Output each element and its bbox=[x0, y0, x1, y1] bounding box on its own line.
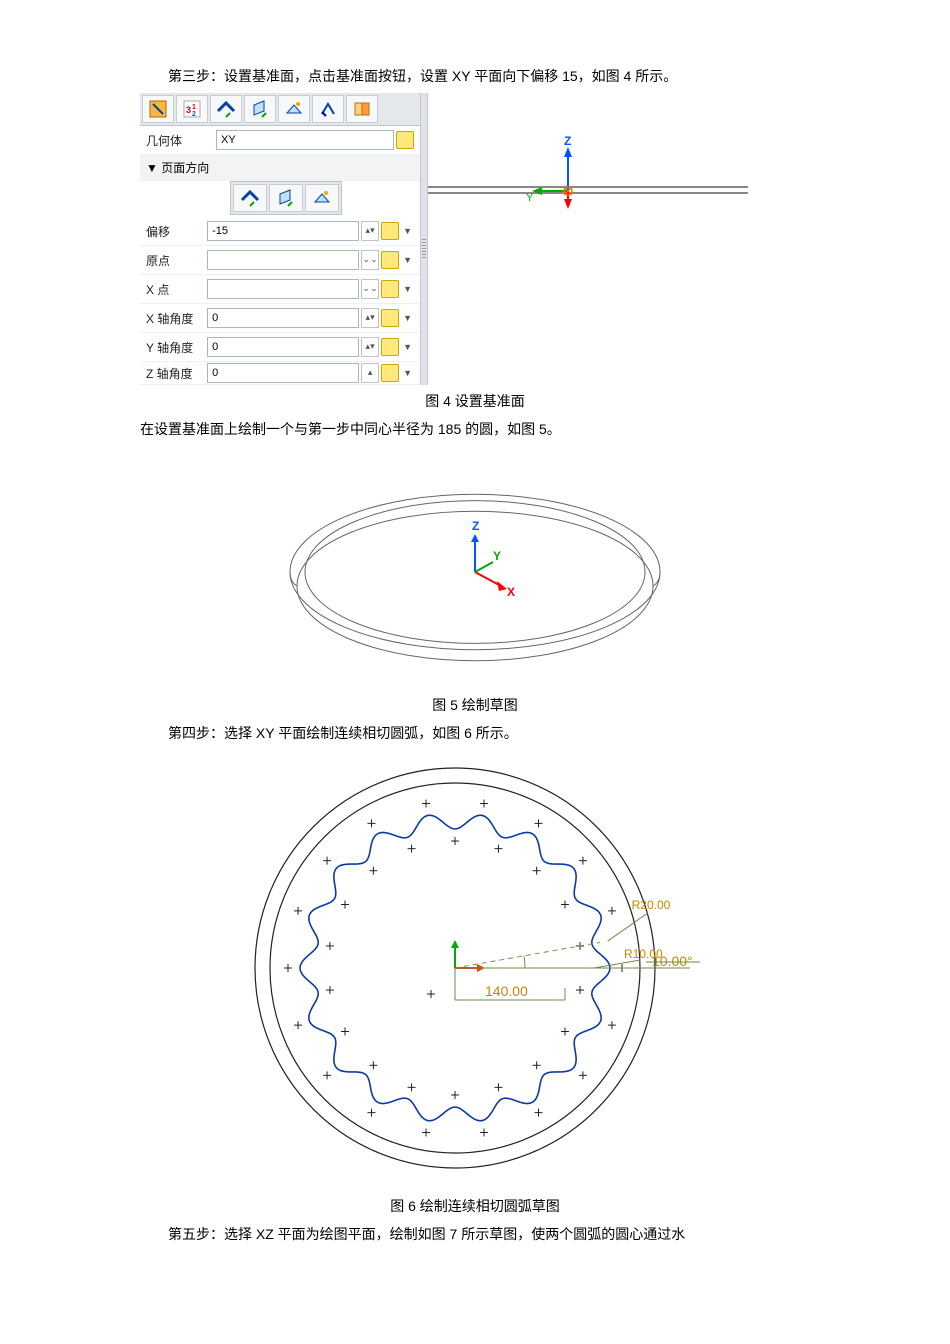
svg-text:Z: Z bbox=[472, 519, 479, 533]
xang-dd-icon[interactable]: ▼ bbox=[401, 313, 414, 323]
zang-dd-icon[interactable]: ▼ bbox=[401, 368, 414, 378]
y-label: Y bbox=[526, 192, 534, 204]
row-geometry: 几何体 bbox=[140, 126, 420, 155]
xpt-label: X 点 bbox=[146, 281, 207, 298]
caption-fig6: 图 6 绘制连续相切圆弧草图 bbox=[140, 1196, 810, 1216]
orient2-icon[interactable] bbox=[269, 184, 303, 212]
xang-pick-icon[interactable] bbox=[381, 309, 399, 327]
svg-text:2: 2 bbox=[192, 111, 196, 118]
svg-text:R10.00: R10.00 bbox=[624, 947, 663, 961]
caption-fig5: 图 5 绘制草图 bbox=[140, 695, 810, 715]
geometry-input[interactable] bbox=[216, 130, 394, 150]
svg-text:1: 1 bbox=[192, 104, 196, 111]
step3-text: 第三步：设置基准面，点击基准面按钮，设置 XY 平面向下偏移 15，如图 4 所… bbox=[140, 64, 810, 89]
geometry-pick-icon[interactable] bbox=[396, 131, 414, 149]
tool-num-icon[interactable]: 312 bbox=[176, 95, 208, 123]
row-offset: 偏移 ▴▾ ▼ bbox=[140, 217, 420, 246]
yang-pick-icon[interactable] bbox=[381, 338, 399, 356]
offset-label: 偏移 bbox=[146, 223, 207, 240]
chevron-down-icon[interactable]: ⌄⌄ bbox=[361, 250, 379, 270]
xang-input[interactable] bbox=[207, 308, 359, 328]
origin-pick-icon[interactable] bbox=[381, 251, 399, 269]
offset-input[interactable] bbox=[207, 221, 359, 241]
xang-label: X 轴角度 bbox=[146, 310, 207, 327]
yang-input[interactable] bbox=[207, 337, 359, 357]
fig6-svg: 140.0010.00°R20.00R10.00 bbox=[245, 753, 705, 1183]
tool-plane2-icon[interactable] bbox=[244, 95, 276, 123]
spinner-icon[interactable]: ▴▾ bbox=[361, 337, 379, 357]
svg-text:140.00: 140.00 bbox=[485, 983, 528, 999]
svg-text:X: X bbox=[507, 585, 515, 599]
tool-plane5-icon[interactable] bbox=[346, 95, 378, 123]
step4-text: 第四步：选择 XY 平面绘制连续相切圆弧，如图 6 所示。 bbox=[140, 721, 810, 746]
zang-input[interactable] bbox=[207, 363, 359, 383]
xpt-pick-icon[interactable] bbox=[381, 280, 399, 298]
row-origin: 原点 ⌄⌄ ▼ bbox=[140, 246, 420, 275]
section-orientation[interactable]: ▼ 页面方向 bbox=[140, 155, 420, 181]
panel-splitter[interactable] bbox=[420, 93, 428, 385]
fig5-svg: Z X Y bbox=[265, 452, 685, 682]
svg-text:3: 3 bbox=[186, 105, 191, 115]
orient3-icon[interactable] bbox=[305, 184, 339, 212]
figure-5: Z X Y bbox=[140, 452, 810, 685]
row-yang: Y 轴角度 ▴▾ ▼ bbox=[140, 333, 420, 362]
tool-plane4-icon[interactable] bbox=[312, 95, 344, 123]
figure-6: 140.0010.00°R20.00R10.00 bbox=[140, 753, 810, 1186]
caption-fig4: 图 4 设置基准面 bbox=[140, 391, 810, 411]
orient1-icon[interactable] bbox=[233, 184, 267, 212]
tool-plane3-icon[interactable] bbox=[278, 95, 310, 123]
xpt-input[interactable] bbox=[207, 279, 359, 299]
svg-text:Y: Y bbox=[493, 549, 501, 563]
zang-pick-icon[interactable] bbox=[381, 364, 399, 382]
orientation-toolbar bbox=[230, 181, 342, 215]
origin-input[interactable] bbox=[207, 250, 359, 270]
offset-dd-icon[interactable]: ▼ bbox=[401, 226, 414, 236]
axis-triad-icon: Z Y bbox=[428, 93, 748, 293]
row-xpt: X 点 ⌄⌄ ▼ bbox=[140, 275, 420, 304]
yang-dd-icon[interactable]: ▼ bbox=[401, 342, 414, 352]
spinner-icon[interactable]: ▴ bbox=[361, 363, 379, 383]
property-panel: 312 几何体 bbox=[140, 93, 420, 385]
offset-pick-icon[interactable] bbox=[381, 222, 399, 240]
xpt-dd-icon[interactable]: ▼ bbox=[401, 284, 414, 294]
figure-4: 312 几何体 bbox=[140, 93, 810, 385]
svg-text:R20.00: R20.00 bbox=[632, 898, 671, 912]
spinner-icon[interactable]: ▴▾ bbox=[361, 221, 379, 241]
origin-dd-icon[interactable]: ▼ bbox=[401, 255, 414, 265]
z-label: Z bbox=[564, 134, 571, 148]
section-orientation-label: ▼ 页面方向 bbox=[146, 159, 209, 176]
row-zang: Z 轴角度 ▴ ▼ bbox=[140, 362, 420, 385]
geometry-label: 几何体 bbox=[146, 132, 216, 149]
yang-label: Y 轴角度 bbox=[146, 339, 207, 356]
origin-label: 原点 bbox=[146, 252, 207, 269]
step5-text: 第五步：选择 XZ 平面为绘图平面，绘制如图 7 所示草图，使两个圆弧的圆心通过… bbox=[140, 1222, 810, 1247]
zang-label: Z 轴角度 bbox=[146, 365, 207, 382]
row-xang: X 轴角度 ▴▾ ▼ bbox=[140, 304, 420, 333]
after-fig4-text: 在设置基准面上绘制一个与第一步中同心半径为 185 的圆，如图 5。 bbox=[140, 417, 810, 442]
spinner-icon[interactable]: ▴▾ bbox=[361, 308, 379, 328]
tool-pick-icon[interactable] bbox=[142, 95, 174, 123]
chevron-down-icon[interactable]: ⌄⌄ bbox=[361, 279, 379, 299]
panel-top-toolbar: 312 bbox=[140, 93, 420, 126]
viewport-f4: Z Y bbox=[428, 93, 810, 363]
tool-plane1-icon[interactable] bbox=[210, 95, 242, 123]
